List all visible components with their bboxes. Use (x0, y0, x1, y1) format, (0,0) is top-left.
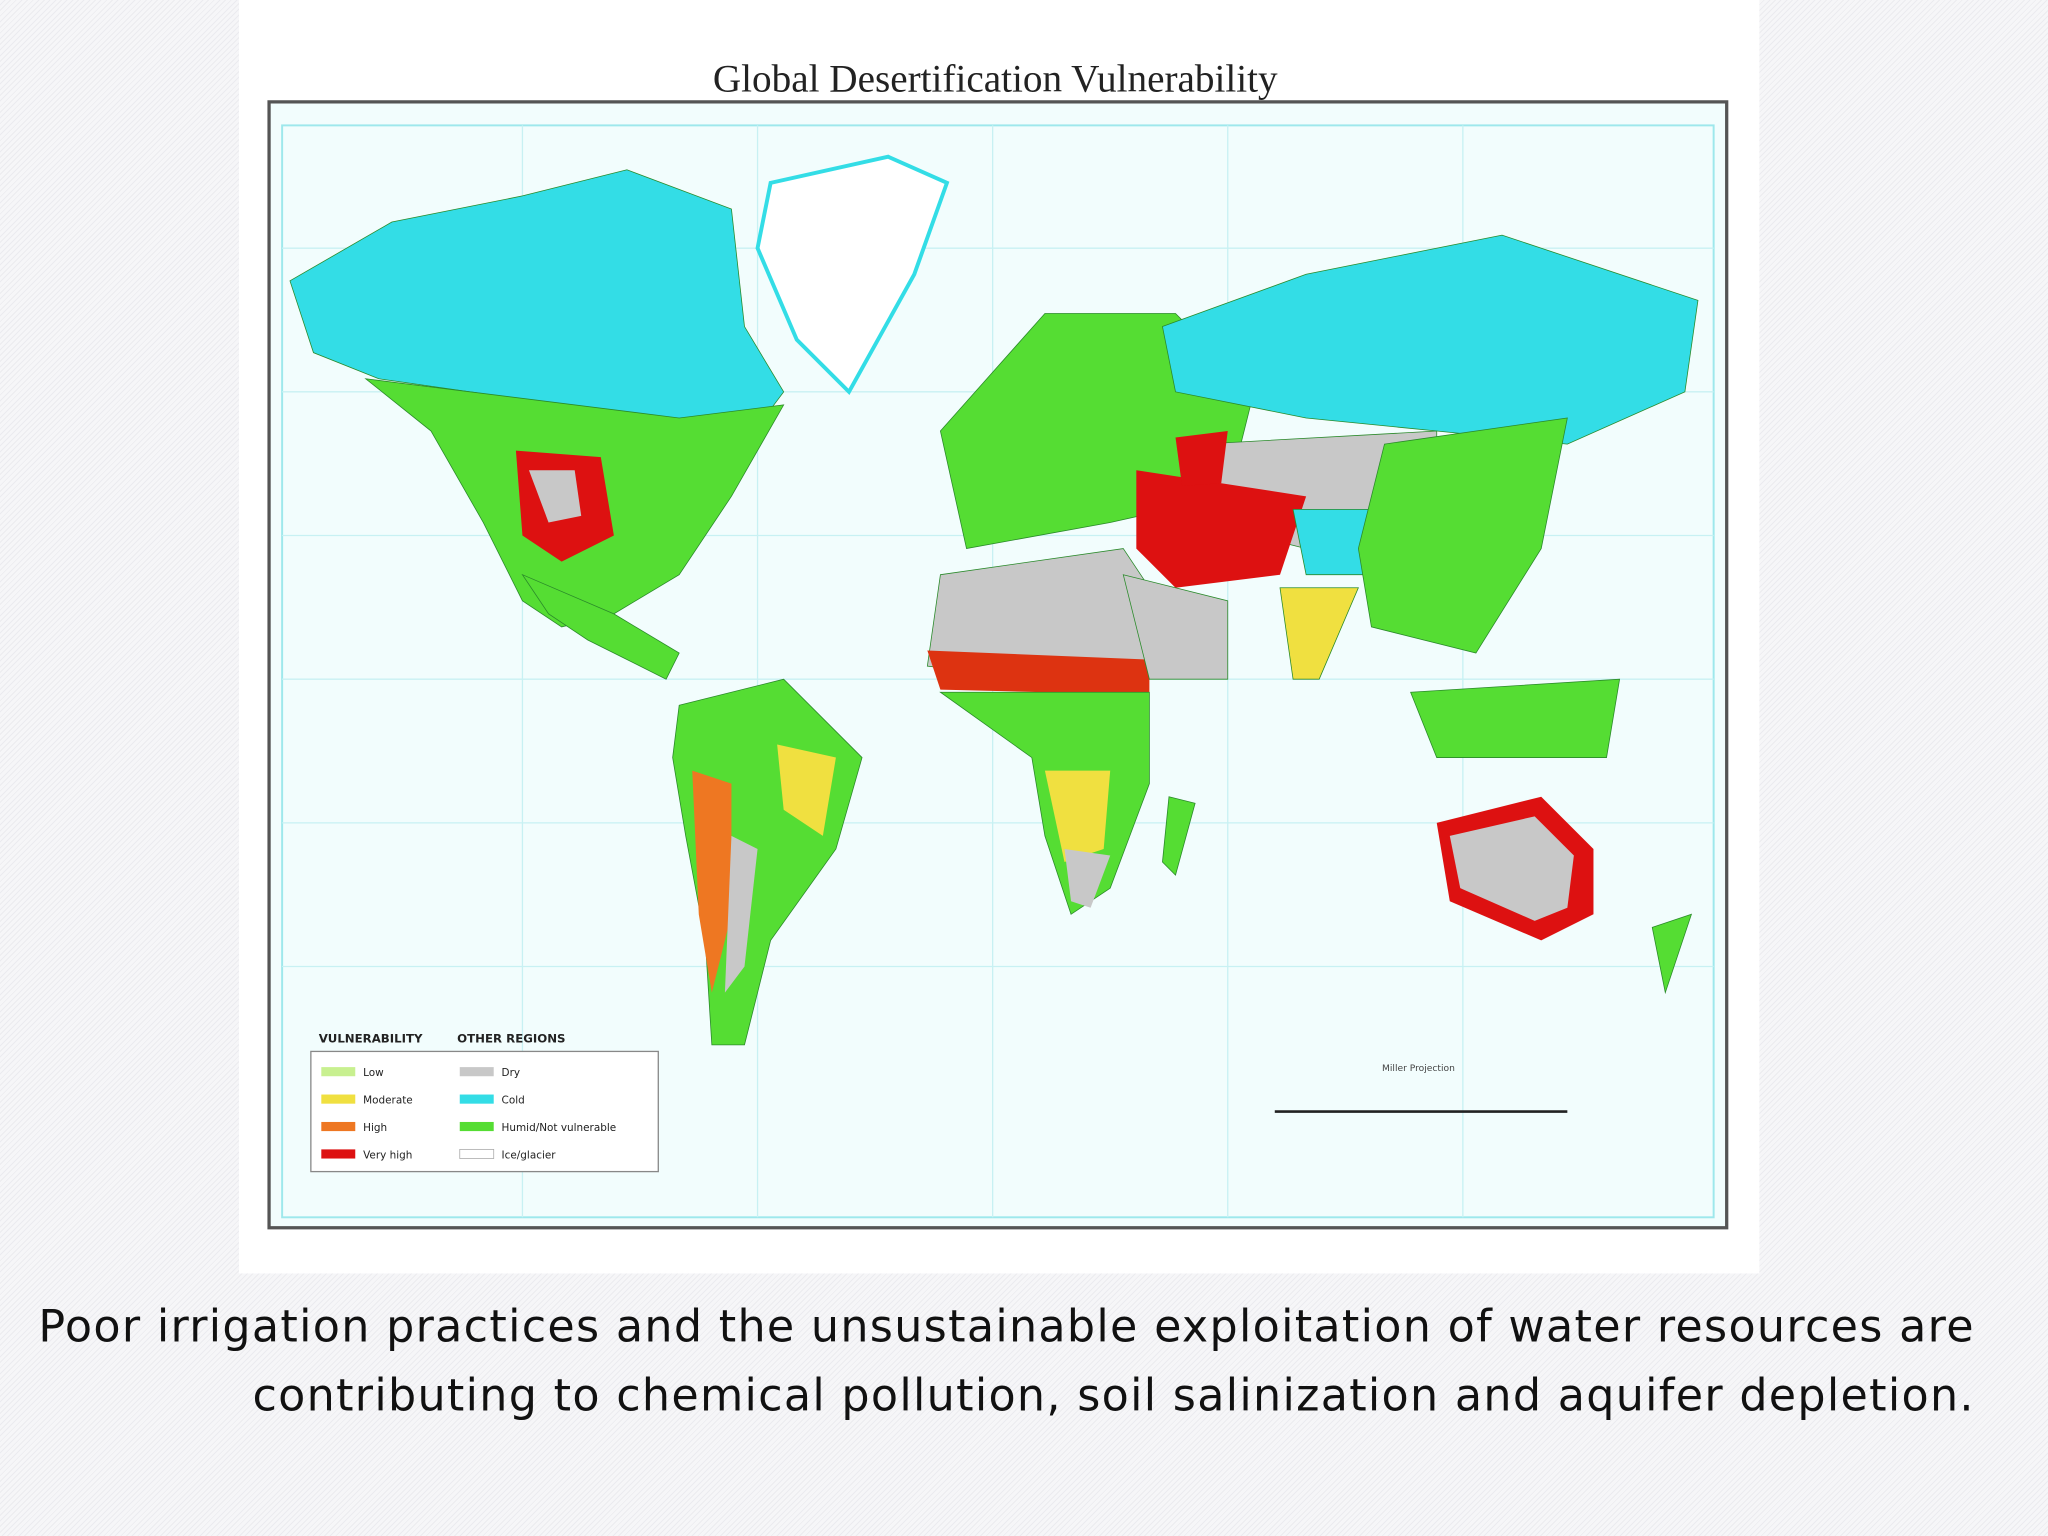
legend-label: Humid/Not vulnerable (502, 1122, 617, 1134)
legend-swatch (459, 1067, 494, 1077)
map-neatline (281, 124, 1715, 1219)
legend-swatch (321, 1067, 356, 1077)
legend-swatch (321, 1094, 356, 1104)
legend-label: Very high (363, 1150, 412, 1162)
legend-heading: VULNERABILITY (319, 1031, 423, 1045)
legend-label: Ice/glacier (502, 1150, 557, 1162)
legend-label: Moderate (363, 1095, 413, 1107)
caption-line: contributing to chemical pollution, soil… (252, 1371, 1974, 1422)
legend-swatch (459, 1148, 495, 1159)
continents (289, 154, 1699, 1046)
legend: VULNERABILITY OTHER REGIONS Low Moderate… (310, 1031, 659, 1173)
legend-label: Low (363, 1067, 384, 1079)
legend-swatch (321, 1121, 356, 1132)
projection-label: Miller Projection (1382, 1064, 1455, 1074)
legend-heading: OTHER REGIONS (457, 1031, 565, 1045)
map-title: Global Desertification Vulnerability (713, 57, 1278, 100)
legend-swatch (459, 1094, 494, 1104)
legend-swatch (459, 1121, 494, 1132)
legend-label: Cold (502, 1095, 525, 1107)
caption-line: Poor irrigation practices and the unsust… (38, 1301, 1974, 1352)
legend-label: Dry (502, 1067, 521, 1079)
legend-swatch (321, 1149, 356, 1159)
legend-label: High (363, 1122, 387, 1134)
